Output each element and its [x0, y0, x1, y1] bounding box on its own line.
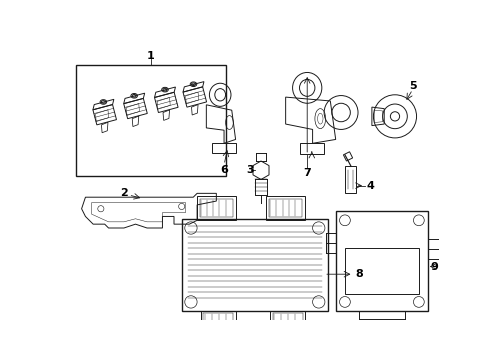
- Text: 4: 4: [366, 181, 373, 191]
- Bar: [269, 199, 301, 217]
- Bar: [266, 195, 305, 220]
- Bar: [299, 143, 324, 154]
- Bar: [201, 311, 235, 328]
- Bar: [212, 143, 235, 153]
- Text: 3: 3: [246, 165, 254, 175]
- Bar: [203, 314, 233, 326]
- Text: 1: 1: [147, 51, 155, 61]
- Bar: [272, 314, 302, 326]
- Bar: [270, 311, 305, 328]
- Bar: [344, 166, 355, 193]
- Bar: [197, 195, 235, 220]
- Bar: [182, 219, 327, 311]
- Text: 9: 9: [429, 261, 437, 271]
- Text: 8: 8: [354, 269, 362, 279]
- Bar: [200, 199, 232, 217]
- Text: 2: 2: [120, 188, 127, 198]
- Bar: [76, 65, 226, 176]
- Text: 5: 5: [408, 81, 416, 91]
- Text: 7: 7: [303, 167, 310, 177]
- Text: 6: 6: [220, 165, 227, 175]
- Bar: [344, 248, 418, 294]
- Bar: [335, 211, 427, 311]
